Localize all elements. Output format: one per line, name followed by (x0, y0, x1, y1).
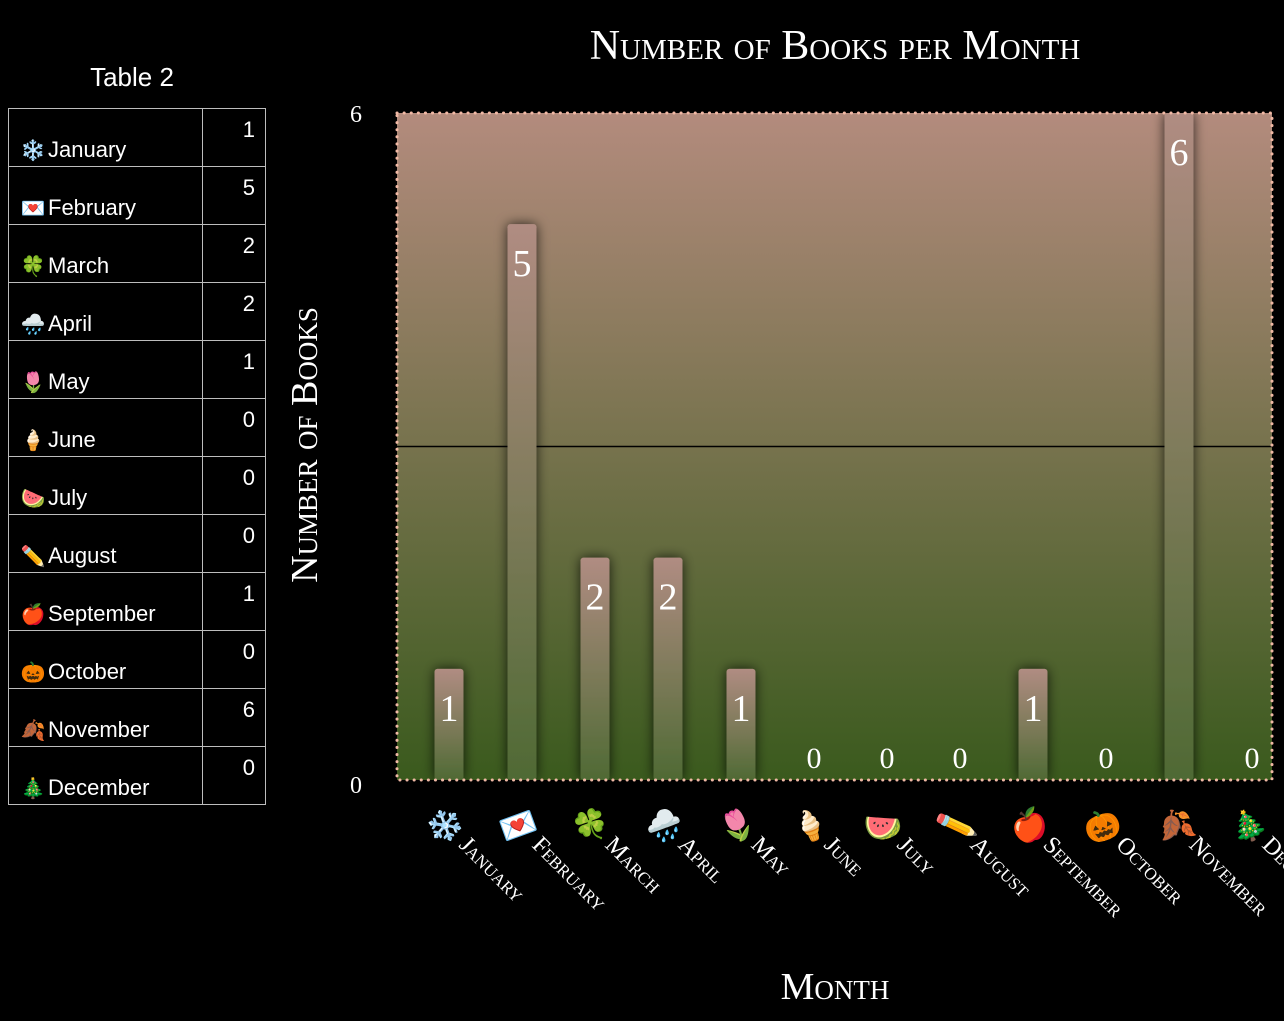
month-label: December (48, 775, 150, 800)
month-label: September (48, 601, 156, 626)
month-label: October (48, 659, 127, 684)
jack-o-lantern-icon: 🎃 (20, 662, 46, 684)
value-cell: 2 (202, 282, 266, 341)
month-cell: ❄️ January (8, 108, 203, 167)
fallen-leaf-icon: 🍂 (20, 720, 46, 742)
bar (1164, 113, 1194, 780)
snowflake-icon: ❄️ (20, 140, 46, 162)
table-row: 🎃 October 0 (8, 630, 266, 689)
table-row: 🌧️ April 2 (8, 282, 266, 341)
pencil-icon: ✏️ (20, 546, 46, 568)
month-label: April (48, 311, 93, 336)
table-row: 🍦 June 0 (8, 398, 266, 457)
value-cell: 1 (202, 340, 266, 399)
love-letter-icon: 💌 (20, 198, 46, 220)
x-axis-title: Month (780, 966, 890, 1008)
month-label: May (48, 369, 90, 394)
bar (507, 224, 537, 780)
value-cell: 2 (202, 224, 266, 283)
month-label: November (48, 717, 150, 742)
bar (726, 668, 756, 780)
y-tick-label: 0 (350, 773, 362, 799)
table-title: Table 2 (90, 62, 174, 92)
data-label: 1 (440, 688, 459, 730)
data-label: 6 (1170, 132, 1189, 174)
month-label: January (48, 137, 127, 162)
data-label: 5 (513, 243, 532, 285)
table-row: ❄️ January 1 (8, 108, 266, 167)
value-cell: 5 (202, 166, 266, 225)
value-cell: 6 (202, 688, 266, 747)
x-tick-label: May (746, 832, 796, 882)
data-label: 0 (1099, 742, 1114, 775)
table-row: 🌷 May 1 (8, 340, 266, 399)
tulip-icon: 🌷 (20, 372, 46, 394)
month-cell: 💌 February (8, 166, 203, 225)
bar (653, 557, 683, 780)
value-cell: 0 (202, 746, 266, 805)
y-tick-label: 6 (350, 102, 362, 128)
month-cell: 🍉 July (8, 456, 203, 515)
data-label: 0 (953, 742, 968, 775)
ice-cream-icon: 🍦 (20, 430, 46, 452)
table-row: 🍂 November 6 (8, 688, 266, 747)
books-table: ❄️ January 1 💌 February 5 🍀 March 2 🌧️ April 2 🌷 May 1… (8, 108, 266, 805)
table-row: 🎄 December 0 (8, 746, 266, 805)
x-tick-label: February (527, 832, 612, 917)
month-label: February (48, 195, 137, 220)
table-row: 🍀 March 2 (8, 224, 266, 283)
x-tick-label: April (673, 832, 730, 889)
data-label: 2 (659, 577, 678, 619)
value-cell: 0 (202, 398, 266, 457)
month-label: August (48, 543, 117, 568)
plot-border (395, 111, 1274, 782)
data-label: 0 (807, 742, 822, 775)
data-label: 1 (1024, 688, 1043, 730)
month-cell: 🍀 March (8, 224, 203, 283)
watermelon-icon: 🍉 (20, 488, 46, 510)
value-cell: 0 (202, 514, 266, 573)
month-label: June (48, 427, 96, 452)
month-label: July (48, 485, 88, 510)
x-tick-label: June (819, 832, 869, 882)
table-row: 🍎 September 1 (8, 572, 266, 631)
month-cell: 🌧️ April (8, 282, 203, 341)
bar (1018, 668, 1048, 780)
four-leaf-clover-icon: 🍀 (20, 256, 46, 278)
data-label: 0 (1245, 742, 1260, 775)
table-row: 🍉 July 0 (8, 456, 266, 515)
data-label: 0 (880, 742, 895, 775)
x-tick-label: November (1184, 832, 1274, 922)
bar (434, 668, 464, 780)
data-label: 2 (586, 577, 605, 619)
table-row: 💌 February 5 (8, 166, 266, 225)
month-cell: 🎄 December (8, 746, 203, 805)
month-cell: 🍂 November (8, 688, 203, 747)
month-cell: 🍦 June (8, 398, 203, 457)
bar (580, 557, 610, 780)
x-tick-label: July (892, 832, 940, 880)
rain-cloud-icon: 🌧️ (20, 314, 46, 336)
month-cell: 🌷 May (8, 340, 203, 399)
month-label: March (48, 253, 110, 278)
data-label: 1 (732, 688, 751, 730)
apple-icon: 🍎 (20, 604, 46, 626)
chart-title: Number of Books per Month (589, 23, 1081, 69)
christmas-tree-icon: 🎄 (20, 778, 46, 800)
